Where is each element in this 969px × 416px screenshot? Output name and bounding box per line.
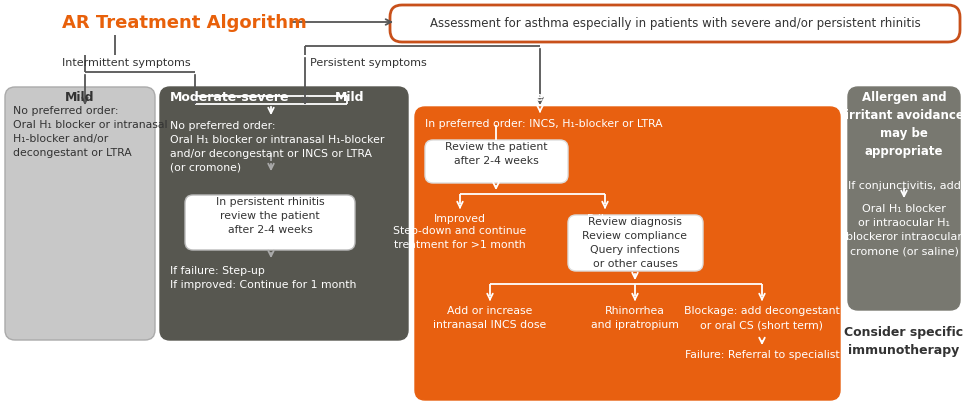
- Text: Oral H₁ blocker
or intraocular H₁
blockeror intraocular
cromone (or saline): Oral H₁ blocker or intraocular H₁ blocke…: [845, 204, 961, 256]
- Text: Allergen and
irritant avoidance
may be
appropriate: Allergen and irritant avoidance may be a…: [844, 91, 962, 158]
- Text: Mild: Mild: [65, 91, 95, 104]
- FancyBboxPatch shape: [390, 5, 959, 42]
- Text: Mild: Mild: [334, 91, 364, 104]
- FancyBboxPatch shape: [415, 107, 839, 400]
- Text: No preferred order:
Oral H₁ blocker or intranasal H₁-blocker
and/or decongestant: No preferred order: Oral H₁ blocker or i…: [170, 121, 384, 173]
- Text: Consider specific
immunotherapy: Consider specific immunotherapy: [844, 326, 962, 357]
- Text: Persistent symptoms: Persistent symptoms: [310, 58, 426, 68]
- Text: Failure: Referral to specialist: Failure: Referral to specialist: [684, 350, 838, 360]
- Text: No preferred order:
Oral H₁ blocker or intranasal
H₁-blocker and/or
decongestant: No preferred order: Oral H₁ blocker or i…: [13, 106, 168, 158]
- FancyBboxPatch shape: [5, 87, 155, 340]
- Text: Assessment for asthma especially in patients with severe and/or persistent rhini: Assessment for asthma especially in pati…: [429, 17, 920, 30]
- FancyBboxPatch shape: [847, 87, 959, 310]
- Text: Moderate-severe: Moderate-severe: [424, 91, 544, 104]
- Text: Blockage: add decongestant
or oral CS (short term): Blockage: add decongestant or oral CS (s…: [683, 306, 839, 330]
- Text: Moderate-severe: Moderate-severe: [170, 91, 289, 104]
- Text: If failure: Step-up
If improved: Continue for 1 month: If failure: Step-up If improved: Continu…: [170, 266, 356, 290]
- Text: Intermittent symptoms: Intermittent symptoms: [62, 58, 191, 68]
- FancyBboxPatch shape: [424, 140, 568, 183]
- Text: Failure: Failure: [586, 214, 622, 224]
- Text: Add or increase
intranasal INCS dose: Add or increase intranasal INCS dose: [433, 306, 547, 330]
- FancyBboxPatch shape: [160, 87, 408, 340]
- Text: AR Treatment Algorithm: AR Treatment Algorithm: [62, 14, 306, 32]
- Text: Rhinorrhea
and ipratropium: Rhinorrhea and ipratropium: [590, 306, 678, 330]
- Text: In persistent rhinitis
review the patient
after 2-4 weeks: In persistent rhinitis review the patien…: [215, 197, 324, 235]
- FancyBboxPatch shape: [185, 195, 355, 250]
- Text: Step-down and continue
treatment for >1 month: Step-down and continue treatment for >1 …: [393, 226, 526, 250]
- Text: If conjunctivitis, add: If conjunctivitis, add: [847, 181, 959, 191]
- Text: Review diagnosis
Review compliance
Query infections
or other causes: Review diagnosis Review compliance Query…: [582, 217, 687, 269]
- Text: In preferred order: INCS, H₁-blocker or LTRA: In preferred order: INCS, H₁-blocker or …: [424, 119, 662, 129]
- Text: Improved: Improved: [433, 214, 485, 224]
- Text: Review the patient
after 2-4 weeks: Review the patient after 2-4 weeks: [445, 142, 547, 166]
- FancyBboxPatch shape: [568, 215, 703, 271]
